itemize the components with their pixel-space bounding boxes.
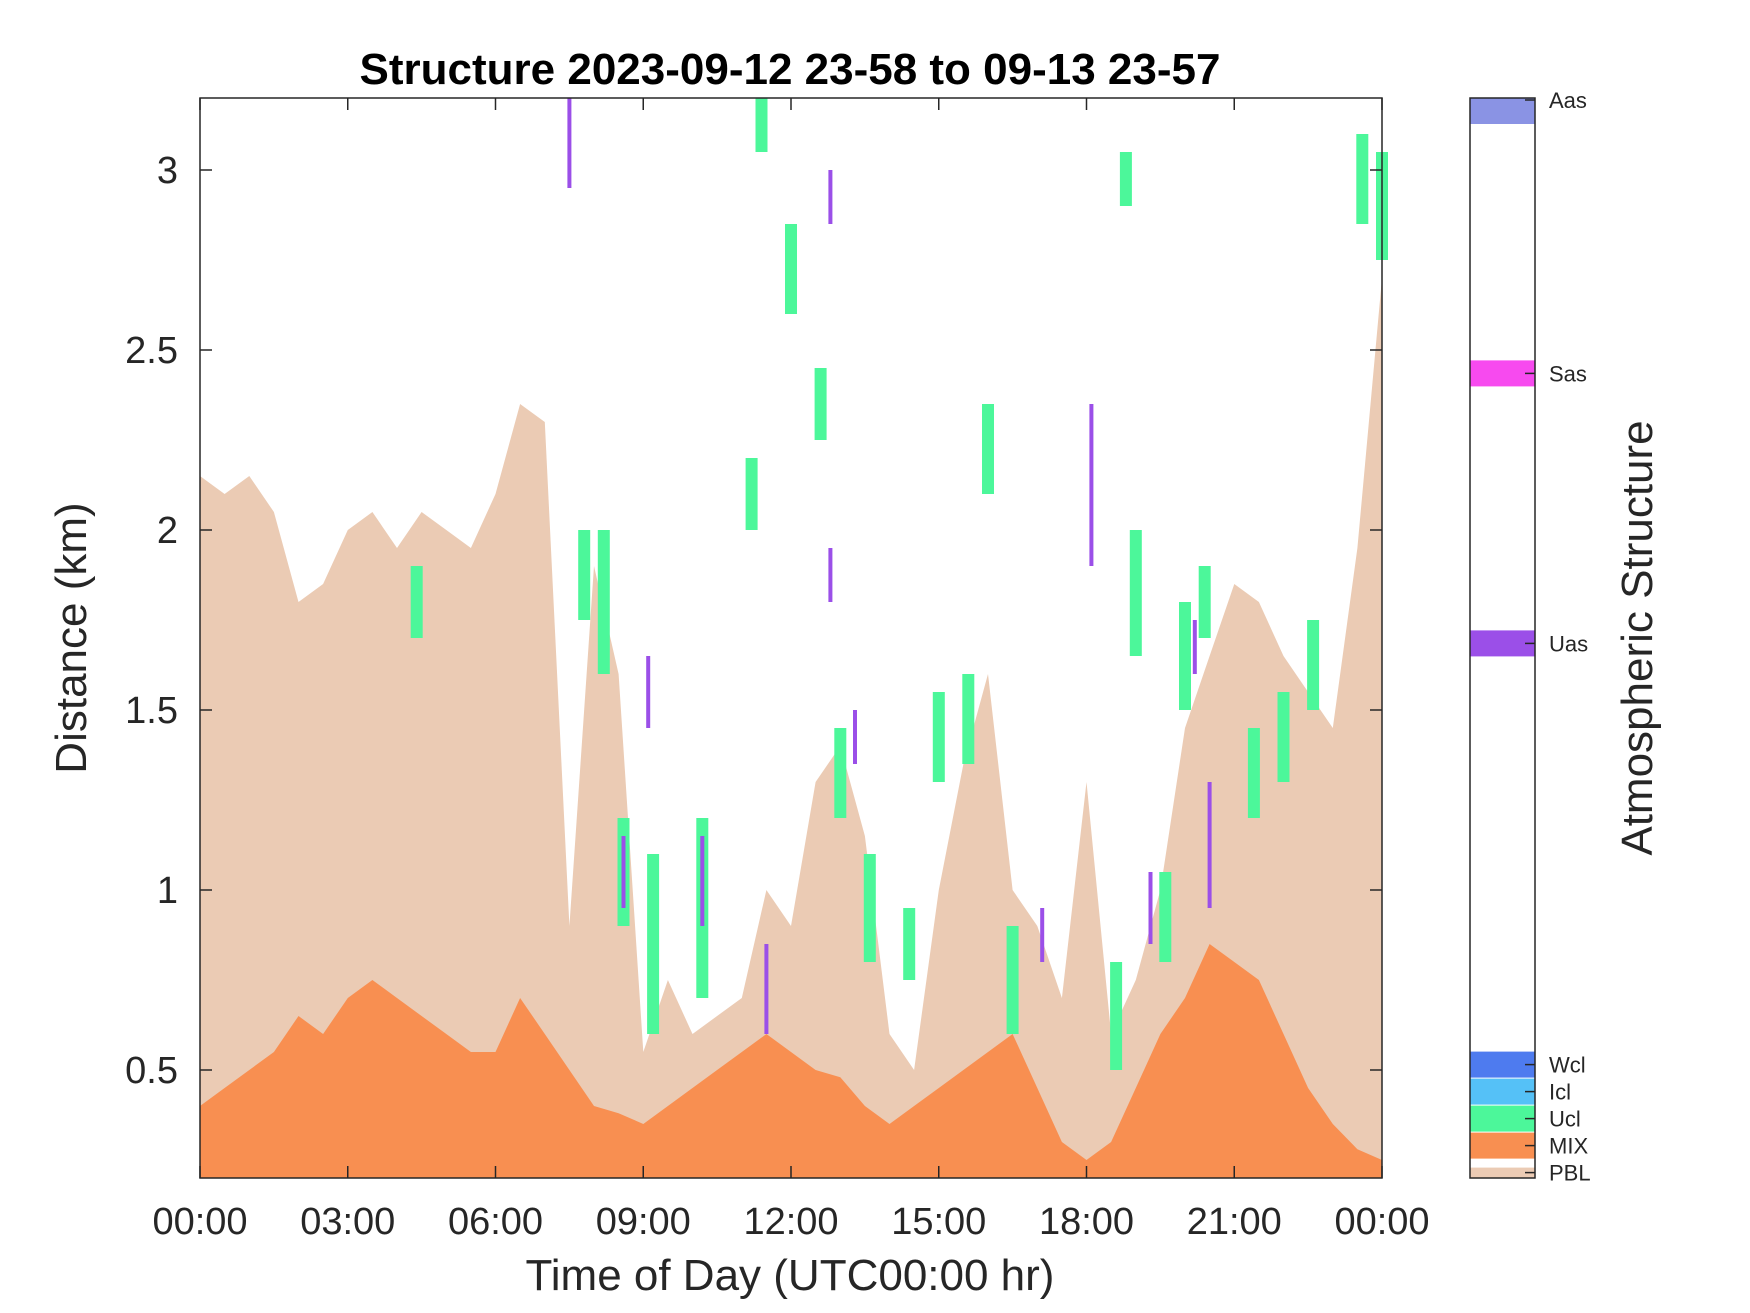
colorbar-label: Atmospheric Structure [1613,420,1662,855]
y-tick-label: 1 [157,870,178,912]
uas-segment [1148,872,1153,944]
ucl-segment [1129,530,1142,656]
uas-segment [567,98,572,188]
uas-segment [621,836,626,908]
colorbar-tick-label: PBL [1549,1161,1591,1186]
uas-segment [700,836,705,926]
x-tick-label: 09:00 [596,1201,691,1243]
ucl-segment [814,368,827,440]
uas-segment [1192,620,1197,674]
uas-layer [567,98,1212,1034]
colorbar-swatch-sas [1470,360,1535,387]
y-axis-label: Distance (km) [47,502,96,773]
colorbar-tick-label: MIX [1549,1134,1588,1159]
colorbar-tick-label: Icl [1549,1080,1571,1105]
y-tick-label: 3 [157,150,178,192]
mix-area [200,944,1382,1178]
x-tick-label: 00:00 [152,1201,247,1243]
uas-segment [764,944,769,1034]
colorbar-tick-label: Sas [1549,361,1587,386]
colorbar-tick-label: Ucl [1549,1107,1581,1132]
colorbar-swatch-uas [1470,630,1535,657]
x-tick-label: 12:00 [743,1201,838,1243]
colorbar-tick-label: Aas [1549,88,1587,113]
uas-segment [646,656,651,728]
colorbar-swatch-ucl [1470,1105,1535,1132]
x-tick-label: 15:00 [891,1201,986,1243]
plot-area [199,97,1388,1179]
uas-segment [853,710,857,764]
ucl-segment [578,530,591,620]
ucl-segment [903,908,916,980]
uas-segment [1207,782,1212,908]
ucl-segment [1110,962,1123,1070]
ucl-segment [932,692,945,782]
uas-segment [1089,404,1094,566]
colorbar-tick-label: Wcl [1549,1053,1586,1078]
x-tick-label: 06:00 [448,1201,543,1243]
ucl-segment [1198,566,1211,638]
colorbar-swatch-mix [1470,1132,1535,1159]
ucl-segment [834,728,847,818]
ucl-segment [1307,620,1320,710]
colorbar-tick-label: Uas [1549,631,1588,656]
x-axis-ticks: 00:00 03:00 06:00 09:00 12:00 15:00 18:00 21:00… [152,98,1430,1243]
uas-segment [1040,908,1045,962]
ucl-segment [1277,692,1290,782]
colorbar-swatch-aas [1470,98,1535,124]
colorbar-swatch-pbl [1470,1167,1535,1178]
chart-title: Structure 2023-09-12 23-58 to 09-13 23-5… [360,45,1221,94]
x-tick-label: 18:00 [1039,1201,1134,1243]
y-tick-label: 2.5 [125,330,178,372]
colorbar-frame [1469,97,1536,1179]
ucl-segment [962,674,975,764]
y-tick-label: 2 [157,510,178,552]
pbl-area [200,278,1382,1178]
ucl-segment [1179,602,1191,710]
y-tick-label: 0.5 [125,1050,178,1092]
x-tick-label: 00:00 [1334,1201,1429,1243]
x-tick-label: 21:00 [1187,1201,1282,1243]
ucl-segment [1006,926,1019,1034]
ucl-segment [410,566,423,638]
ucl-segment [982,404,994,494]
ucl-segment [755,98,768,152]
y-tick-label: 1.5 [125,690,178,732]
y-axis-ticks: 0.5 1 1.5 2 2.5 3 [125,150,1382,1092]
ucl-segment [863,854,876,962]
mix-layer [200,944,1382,1178]
ucl-segment [1356,134,1369,224]
ucl-segment [1247,728,1260,818]
colorbar-swatches [1470,98,1535,1178]
ucl-segment [785,224,797,314]
ucl-segment [745,458,758,530]
ucl-segment [647,854,660,1034]
ucl-segment [1159,872,1172,962]
colorbar-swatch-icl [1470,1078,1535,1105]
colorbar-swatch-wcl [1470,1051,1535,1078]
pbl-layer [200,278,1382,1178]
uas-segment [828,170,833,224]
ucl-segment [1119,152,1132,206]
ucl-segment [597,530,610,674]
x-tick-label: 03:00 [300,1201,395,1243]
x-axis-label: Time of Day (UTC00:00 hr) [526,1251,1055,1300]
uas-segment [828,548,833,602]
